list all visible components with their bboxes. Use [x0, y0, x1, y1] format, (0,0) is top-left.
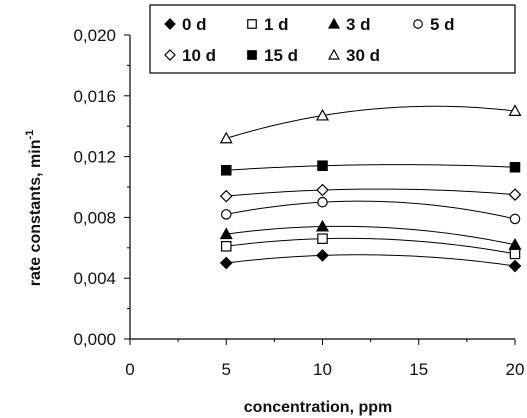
- data-point-30d: [508, 104, 522, 117]
- x-tick-label: 10: [313, 360, 332, 379]
- legend-marker-1d: [247, 19, 257, 29]
- legend-marker-3d: [327, 17, 341, 29]
- trendlines: [226, 105, 516, 267]
- data-point-30d: [219, 131, 233, 144]
- trendline-3d: [226, 225, 516, 246]
- legend-marker-5d: [413, 19, 423, 29]
- y-tick-label: 0,000: [73, 330, 116, 349]
- y-tick-label: 0,016: [73, 87, 116, 106]
- legend-marker-15d: [247, 50, 257, 60]
- data-point-1d: [220, 241, 232, 252]
- data-point-3d: [315, 219, 330, 232]
- legend-marker-0d: [164, 18, 176, 30]
- y-axis-title-superscript: -1: [24, 130, 36, 140]
- y-tick-label: 0,020: [73, 26, 116, 45]
- data-point-3d: [219, 227, 233, 240]
- y-tick-label: 0,004: [73, 269, 116, 288]
- y-tick-label: 0,008: [73, 208, 116, 227]
- trendline-10d: [226, 188, 516, 197]
- legend-label-10d: 10 d: [182, 46, 216, 65]
- trendline-15d: [226, 164, 516, 171]
- x-tick-label: 20: [506, 360, 525, 379]
- legend-label-1d: 1 d: [264, 15, 289, 34]
- data-point-0d: [316, 249, 329, 262]
- data-point-0d: [219, 256, 233, 270]
- data-point-10d: [316, 183, 329, 197]
- x-tick-label: 15: [409, 360, 428, 379]
- data-point-3d: [508, 238, 522, 250]
- axes: 0,000 0,004 0,008 0,012 0,016 0,020 0 5 10 15 20: [73, 26, 524, 379]
- trendline-0d: [226, 254, 516, 267]
- data-point-10d: [219, 189, 233, 203]
- data-point-15d: [317, 160, 328, 171]
- data-point-15d: [509, 161, 521, 173]
- legend-label-5d: 5 d: [430, 15, 455, 34]
- data-point-0d: [508, 259, 522, 273]
- data-point-5d: [220, 209, 232, 220]
- legend-marker-30d: [327, 48, 341, 60]
- data-markers: [219, 104, 522, 273]
- x-axis-title: concentration, ppm: [244, 399, 392, 416]
- legend-label-0d: 0 d: [182, 15, 207, 34]
- x-tick-label: 5: [222, 360, 231, 379]
- data-point-1d: [509, 248, 521, 260]
- y-axis-title: rate constants, min-1: [24, 130, 44, 286]
- trendline-30d: [226, 105, 516, 139]
- x-tick-label: 0: [125, 360, 134, 379]
- trendline-1d: [226, 237, 516, 255]
- data-point-15d: [220, 165, 232, 176]
- data-point-5d: [509, 213, 521, 225]
- data-point-1d: [317, 233, 328, 244]
- legend-label-15d: 15 d: [264, 46, 298, 65]
- legend-label-3d: 3 d: [346, 15, 371, 34]
- legend: 0 d 1 d 3 d 5 d 10 d 15 d 30 d: [149, 4, 516, 74]
- legend-label-30d: 30 d: [346, 46, 380, 65]
- legend-box: [149, 4, 516, 74]
- legend-marker-10d: [164, 49, 176, 61]
- y-axis-title-text: rate constants, min: [27, 140, 44, 287]
- data-point-5d: [317, 196, 328, 208]
- data-point-30d: [315, 108, 330, 121]
- y-tick-label: 0,012: [73, 148, 116, 167]
- data-point-10d: [508, 188, 522, 201]
- trendline-5d: [226, 200, 516, 220]
